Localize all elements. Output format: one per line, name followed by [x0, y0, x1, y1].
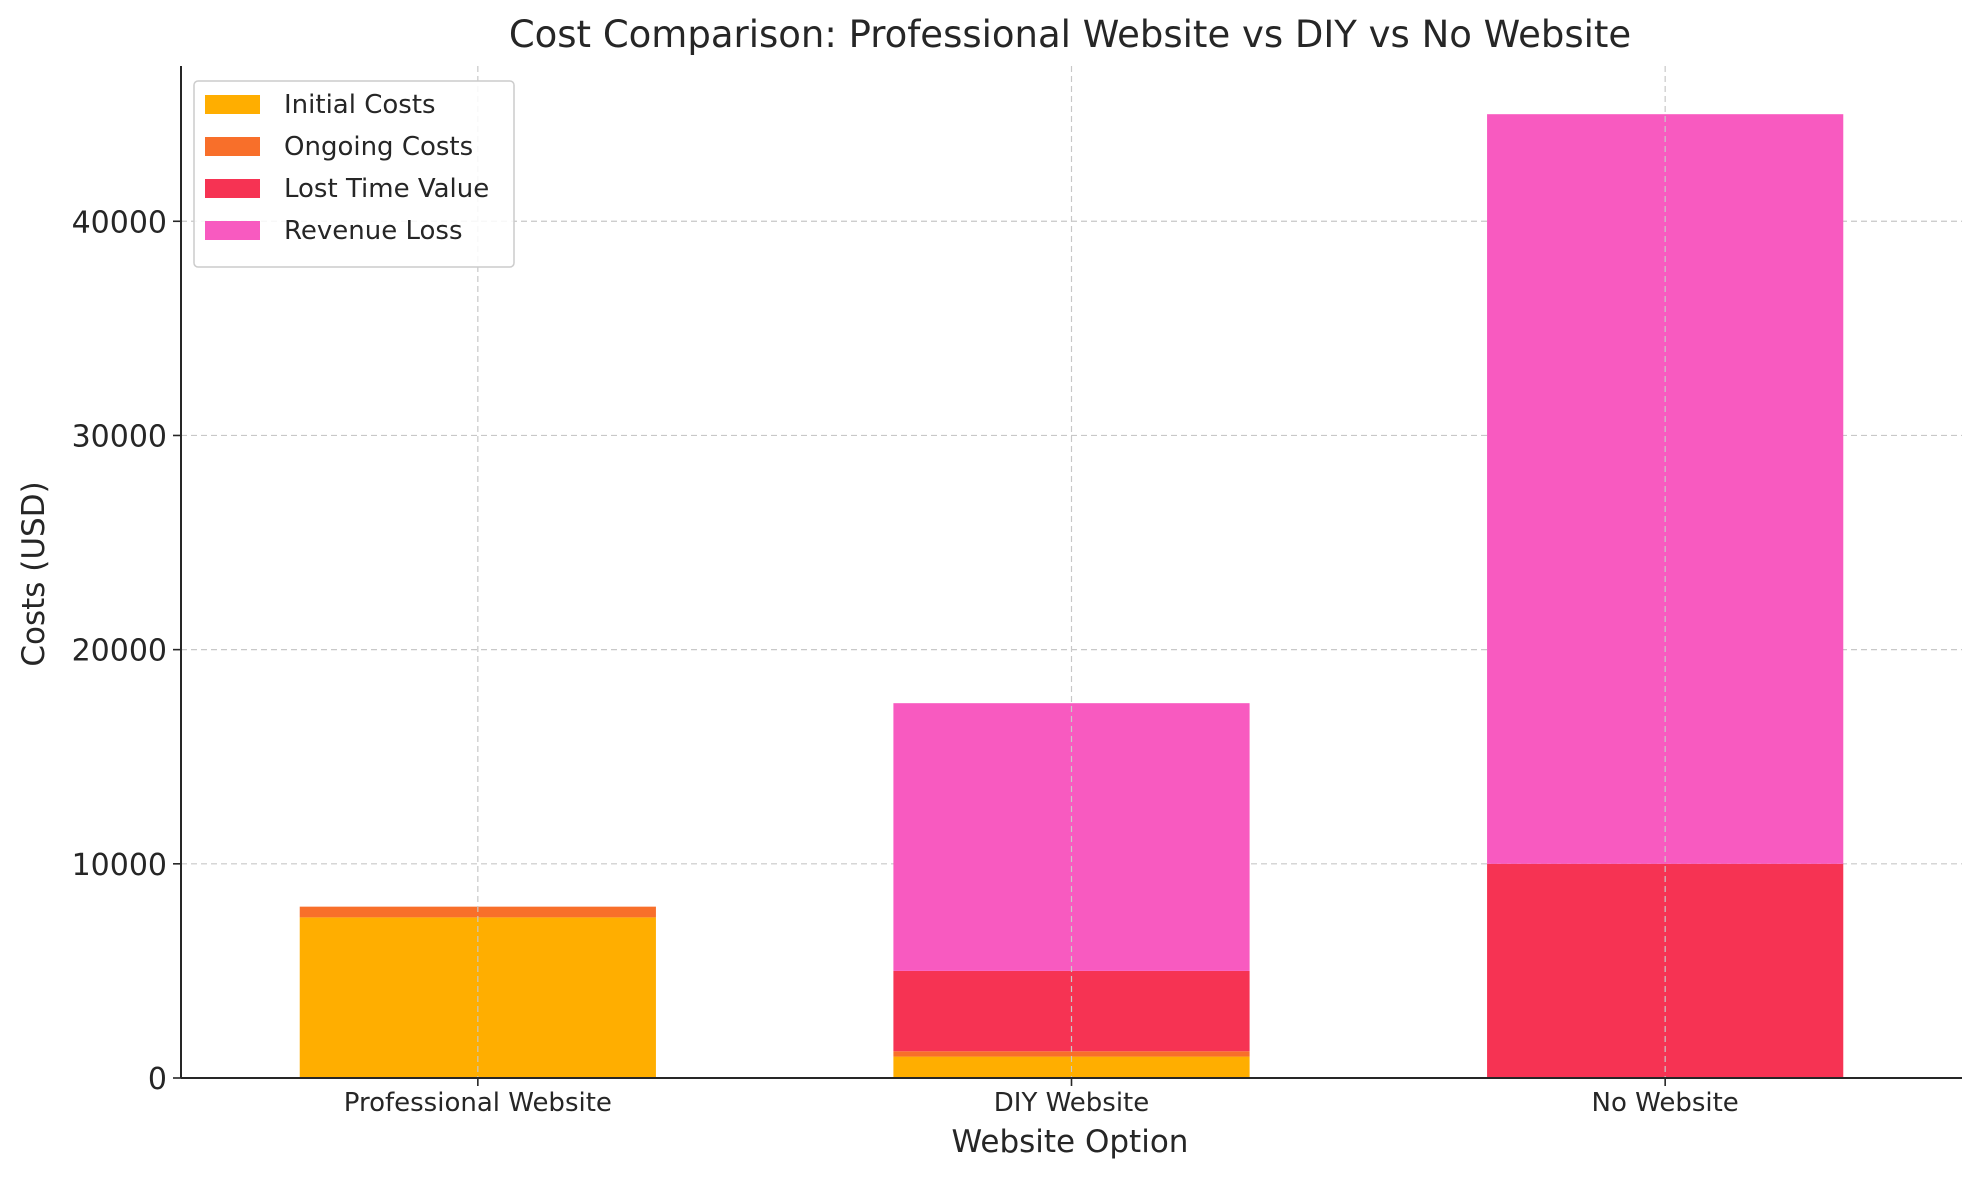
- x-tick-label: No Website: [1592, 1088, 1739, 1118]
- bar-segment: [893, 1051, 1250, 1057]
- y-tick-label: 0: [148, 1062, 167, 1097]
- legend-swatch: [205, 221, 260, 240]
- vertical-grid-lines: [477, 66, 1666, 1078]
- x-tick-label: Professional Website: [344, 1088, 612, 1118]
- legend-label: Lost Time Value: [284, 174, 489, 204]
- legend-swatch: [205, 95, 260, 114]
- y-tick-label: 20000: [72, 634, 167, 669]
- chart-title: Cost Comparison: Professional Website vs…: [509, 13, 1631, 56]
- axes: [173, 66, 1962, 1086]
- legend-frame: [193, 80, 515, 268]
- legend: Initial Costs Ongoing Costs Lost Time Valu…: [193, 80, 515, 268]
- legend-swatch: [205, 137, 260, 156]
- legend-swatch: [205, 179, 260, 198]
- legend-label: Revenue Loss: [284, 216, 463, 246]
- y-tick-label: 30000: [72, 419, 167, 454]
- x-axis-label: Website Option: [952, 1124, 1189, 1160]
- bar-segment: [299, 906, 656, 918]
- legend-label: Initial Costs: [284, 90, 436, 120]
- y-tick-label: 40000: [72, 205, 167, 240]
- y-axis-label: Costs (USD): [16, 481, 52, 666]
- y-tick-label: 10000: [72, 848, 167, 883]
- legend-label: Ongoing Costs: [284, 132, 473, 162]
- x-tick-label: DIY Website: [994, 1088, 1149, 1118]
- tick-labels: 0 10000 20000 30000 40000 Professional Websit…: [72, 205, 1739, 1118]
